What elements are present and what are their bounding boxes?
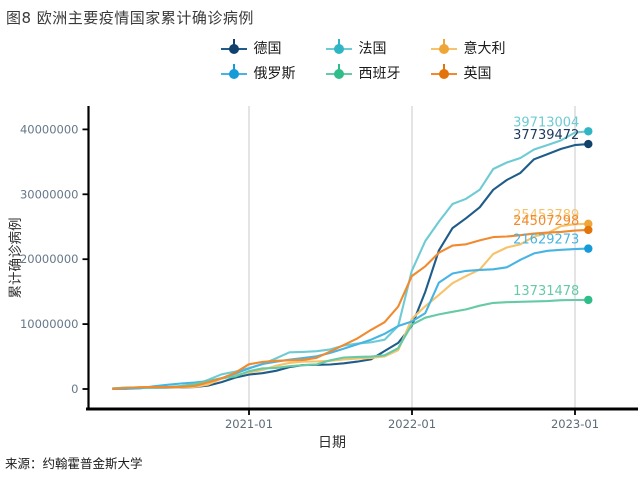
series-end-point-意大利 xyxy=(584,219,593,229)
series-end-point-西班牙 xyxy=(584,295,593,305)
legend-item-法国: 法国 xyxy=(325,38,401,60)
y-axis-title: 累计确诊病例 xyxy=(8,218,24,299)
legend-key-icon xyxy=(430,63,457,85)
source-note: 来源：约翰霍普金斯大学 xyxy=(5,456,143,471)
legend-item-德国: 德国 xyxy=(220,38,296,60)
series-end-label-德国: 37739472 xyxy=(513,128,579,143)
x-axis-title: 日期 xyxy=(318,435,346,451)
series-line-德国 xyxy=(111,143,590,390)
legend-item-意大利: 意大利 xyxy=(430,38,506,60)
series-end-label-英国: 24507298 xyxy=(513,214,579,229)
series-end-point-德国 xyxy=(584,139,593,149)
y-tick-label: 20000000 xyxy=(20,252,79,266)
series-end-point-英国 xyxy=(584,225,593,235)
legend-key-icon xyxy=(325,38,352,60)
series-line-俄罗斯 xyxy=(111,247,590,391)
legend-label: 法国 xyxy=(358,41,387,57)
legend-label: 西班牙 xyxy=(358,66,401,82)
legend-item-俄罗斯: 俄罗斯 xyxy=(220,63,296,85)
x-tick-label: 2022-01 xyxy=(388,417,436,431)
series-end-label-西班牙: 13731478 xyxy=(513,284,579,299)
series-end-point-俄罗斯 xyxy=(584,244,593,253)
legend-key-icon xyxy=(220,63,247,85)
series-line-西班牙 xyxy=(111,298,590,390)
series-end-point-法国 xyxy=(584,127,593,136)
legend-key-icon xyxy=(220,38,247,60)
chart-title: 图8 欧洲主要疫情国家累计确诊病例 xyxy=(6,9,254,27)
series-line-意大利 xyxy=(111,222,590,390)
legend-grid: 德国 法国 意大利俄罗斯 西班牙 英国 xyxy=(220,38,506,85)
legend: 德国 法国 意大利俄罗斯 西班牙 英国 xyxy=(88,38,638,85)
legend-key-icon xyxy=(325,63,352,85)
legend-item-西班牙: 西班牙 xyxy=(325,63,401,85)
y-tick-label: 0 xyxy=(71,382,78,396)
legend-label: 英国 xyxy=(463,66,492,82)
legend-label: 俄罗斯 xyxy=(253,66,296,82)
legend-item-英国: 英国 xyxy=(430,63,506,85)
series-end-label-俄罗斯: 21629273 xyxy=(513,233,579,248)
y-tick-label: 40000000 xyxy=(20,122,79,136)
x-tick-label: 2023-01 xyxy=(551,417,599,431)
x-tick-label: 2021-01 xyxy=(225,417,273,431)
series-end-label-法国: 39713004 xyxy=(513,115,579,130)
legend-label: 意大利 xyxy=(463,41,506,57)
series-end-label-意大利: 25453789 xyxy=(513,208,579,223)
series-line-法国 xyxy=(111,130,590,390)
legend-label: 德国 xyxy=(253,41,282,57)
series-line-英国 xyxy=(111,228,590,390)
y-tick-label: 10000000 xyxy=(20,317,79,331)
legend-key-icon xyxy=(430,38,457,60)
y-tick-label: 30000000 xyxy=(20,187,79,201)
